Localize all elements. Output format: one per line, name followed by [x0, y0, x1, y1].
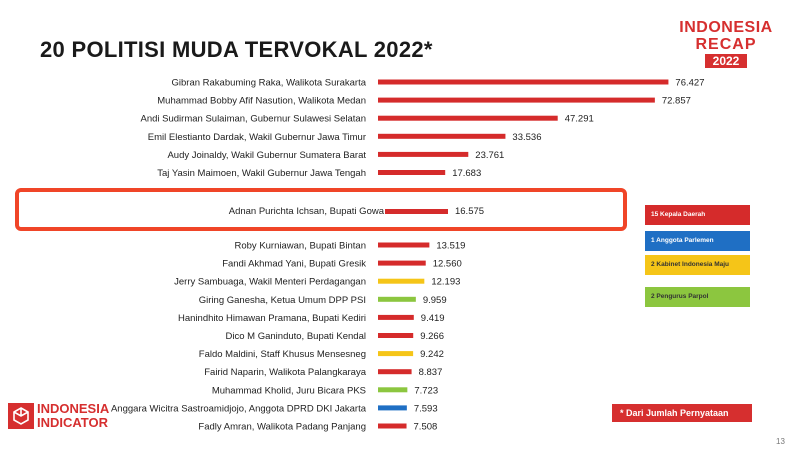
bar	[378, 170, 446, 175]
bar-value: 12.193	[431, 277, 460, 288]
bar-value: 7.508	[414, 422, 438, 433]
bar-value: 23.761	[475, 150, 504, 161]
bar-label: Gibran Rakabuming Raka, Walikota Surakar…	[172, 78, 367, 89]
bar-value: 8.837	[419, 367, 443, 378]
bar	[378, 79, 669, 85]
highlight-value: 16.575	[454, 206, 485, 217]
bar-value: 47.291	[565, 114, 594, 125]
bar	[378, 242, 430, 248]
highlight-box: Adnan Purichta Ichsan, Bupati Gowa 16.57…	[15, 188, 627, 231]
bar	[378, 405, 407, 411]
bar-value: 17.683	[452, 168, 481, 179]
bar-label: Hanindhito Himawan Pramana, Bupati Kedir…	[178, 313, 366, 324]
highlight-bar	[385, 209, 448, 214]
bar-label: Emil Elestianto Dardak, Wakil Gubernur J…	[148, 132, 366, 143]
bar-value: 9.419	[421, 313, 445, 324]
bar-label: Giring Ganesha, Ketua Umum DPP PSI	[199, 295, 366, 306]
bar-value: 9.266	[420, 331, 444, 342]
bar-label: Dico M Ganinduto, Bupati Kendal	[226, 331, 366, 342]
brand-line-3: 2022	[704, 54, 748, 68]
bar-label: Anggara Wicitra Sastroamidjojo, Anggota …	[111, 403, 367, 414]
indonesia-recap-logo: INDONESIA RECAP 2022	[676, 20, 776, 69]
legend-item: 2 Kabinet Indonesia Maju	[645, 255, 750, 275]
bar-label: Audy Joinaldy, Wakil Gubernur Sumatera B…	[167, 150, 366, 161]
brand-bottom-line-2: INDICATOR	[37, 415, 109, 430]
bar-value: 9.242	[420, 349, 444, 360]
bar-label: Muhammad Bobby Afif Nasution, Walikota M…	[157, 96, 366, 107]
bar-label: Faldo Maldini, Staff Khusus Mensesneg	[199, 349, 366, 360]
bar-label: Taj Yasin Maimoen, Wakil Gubernur Jawa T…	[157, 168, 366, 179]
bar	[378, 115, 558, 121]
highlight-label: Adnan Purichta Ichsan, Bupati Gowa	[228, 206, 384, 217]
bar	[378, 151, 469, 157]
brand-line-2: RECAP	[695, 36, 757, 53]
brand-line-1: INDONESIA	[679, 19, 773, 36]
bar-value: 7.593	[414, 403, 438, 414]
bar-value: 13.519	[436, 241, 465, 252]
bar	[378, 133, 506, 139]
chart-title: 20 POLITISI MUDA TERVOKAL 2022*	[40, 37, 433, 62]
bar-label: Roby Kurniawan, Bupati Bintan	[235, 241, 367, 252]
bar-label: Muhammad Kholid, Juru Bicara PKS	[212, 385, 366, 396]
bar	[378, 351, 414, 357]
bar-value: 12.560	[433, 259, 462, 270]
bar-value: 76.427	[675, 78, 704, 89]
bar	[378, 387, 408, 393]
bar	[378, 278, 425, 284]
bar	[378, 314, 414, 320]
bar-value: 33.536	[512, 132, 541, 143]
legend-item: 2 Pengurus Parpol	[645, 287, 750, 307]
footnote: * Dari Jumlah Pernyataan	[612, 404, 752, 422]
bar-label: Jerry Sambuaga, Wakil Menteri Perdaganga…	[174, 277, 366, 288]
bar	[378, 333, 414, 338]
cube-icon	[8, 403, 34, 429]
bar	[378, 369, 412, 375]
legend-item: 1 Anggota Parlemen	[645, 231, 750, 251]
bar-label: Fandi Akhmad Yani, Bupati Gresik	[222, 259, 366, 270]
bar-label: Fadly Amran, Walikota Padang Panjang	[198, 422, 366, 433]
bar	[378, 423, 407, 429]
bar-value: 9.959	[423, 295, 447, 306]
bar	[378, 296, 416, 302]
bar-value: 72.857	[662, 96, 691, 107]
bar	[378, 97, 655, 103]
page-number: 13	[776, 437, 785, 446]
indonesia-indicator-logo: INDONESIA INDICATOR	[8, 398, 109, 434]
bar-label: Fairid Naparin, Walikota Palangkaraya	[204, 367, 366, 378]
legend-item: 15 Kepala Daerah	[645, 205, 750, 225]
bar-value: 7.723	[414, 385, 438, 396]
bar	[378, 260, 426, 266]
brand-bottom-line-1: INDONESIA	[37, 401, 110, 417]
bar-label: Andi Sudirman Sulaiman, Gubernur Sulawes…	[141, 114, 367, 125]
